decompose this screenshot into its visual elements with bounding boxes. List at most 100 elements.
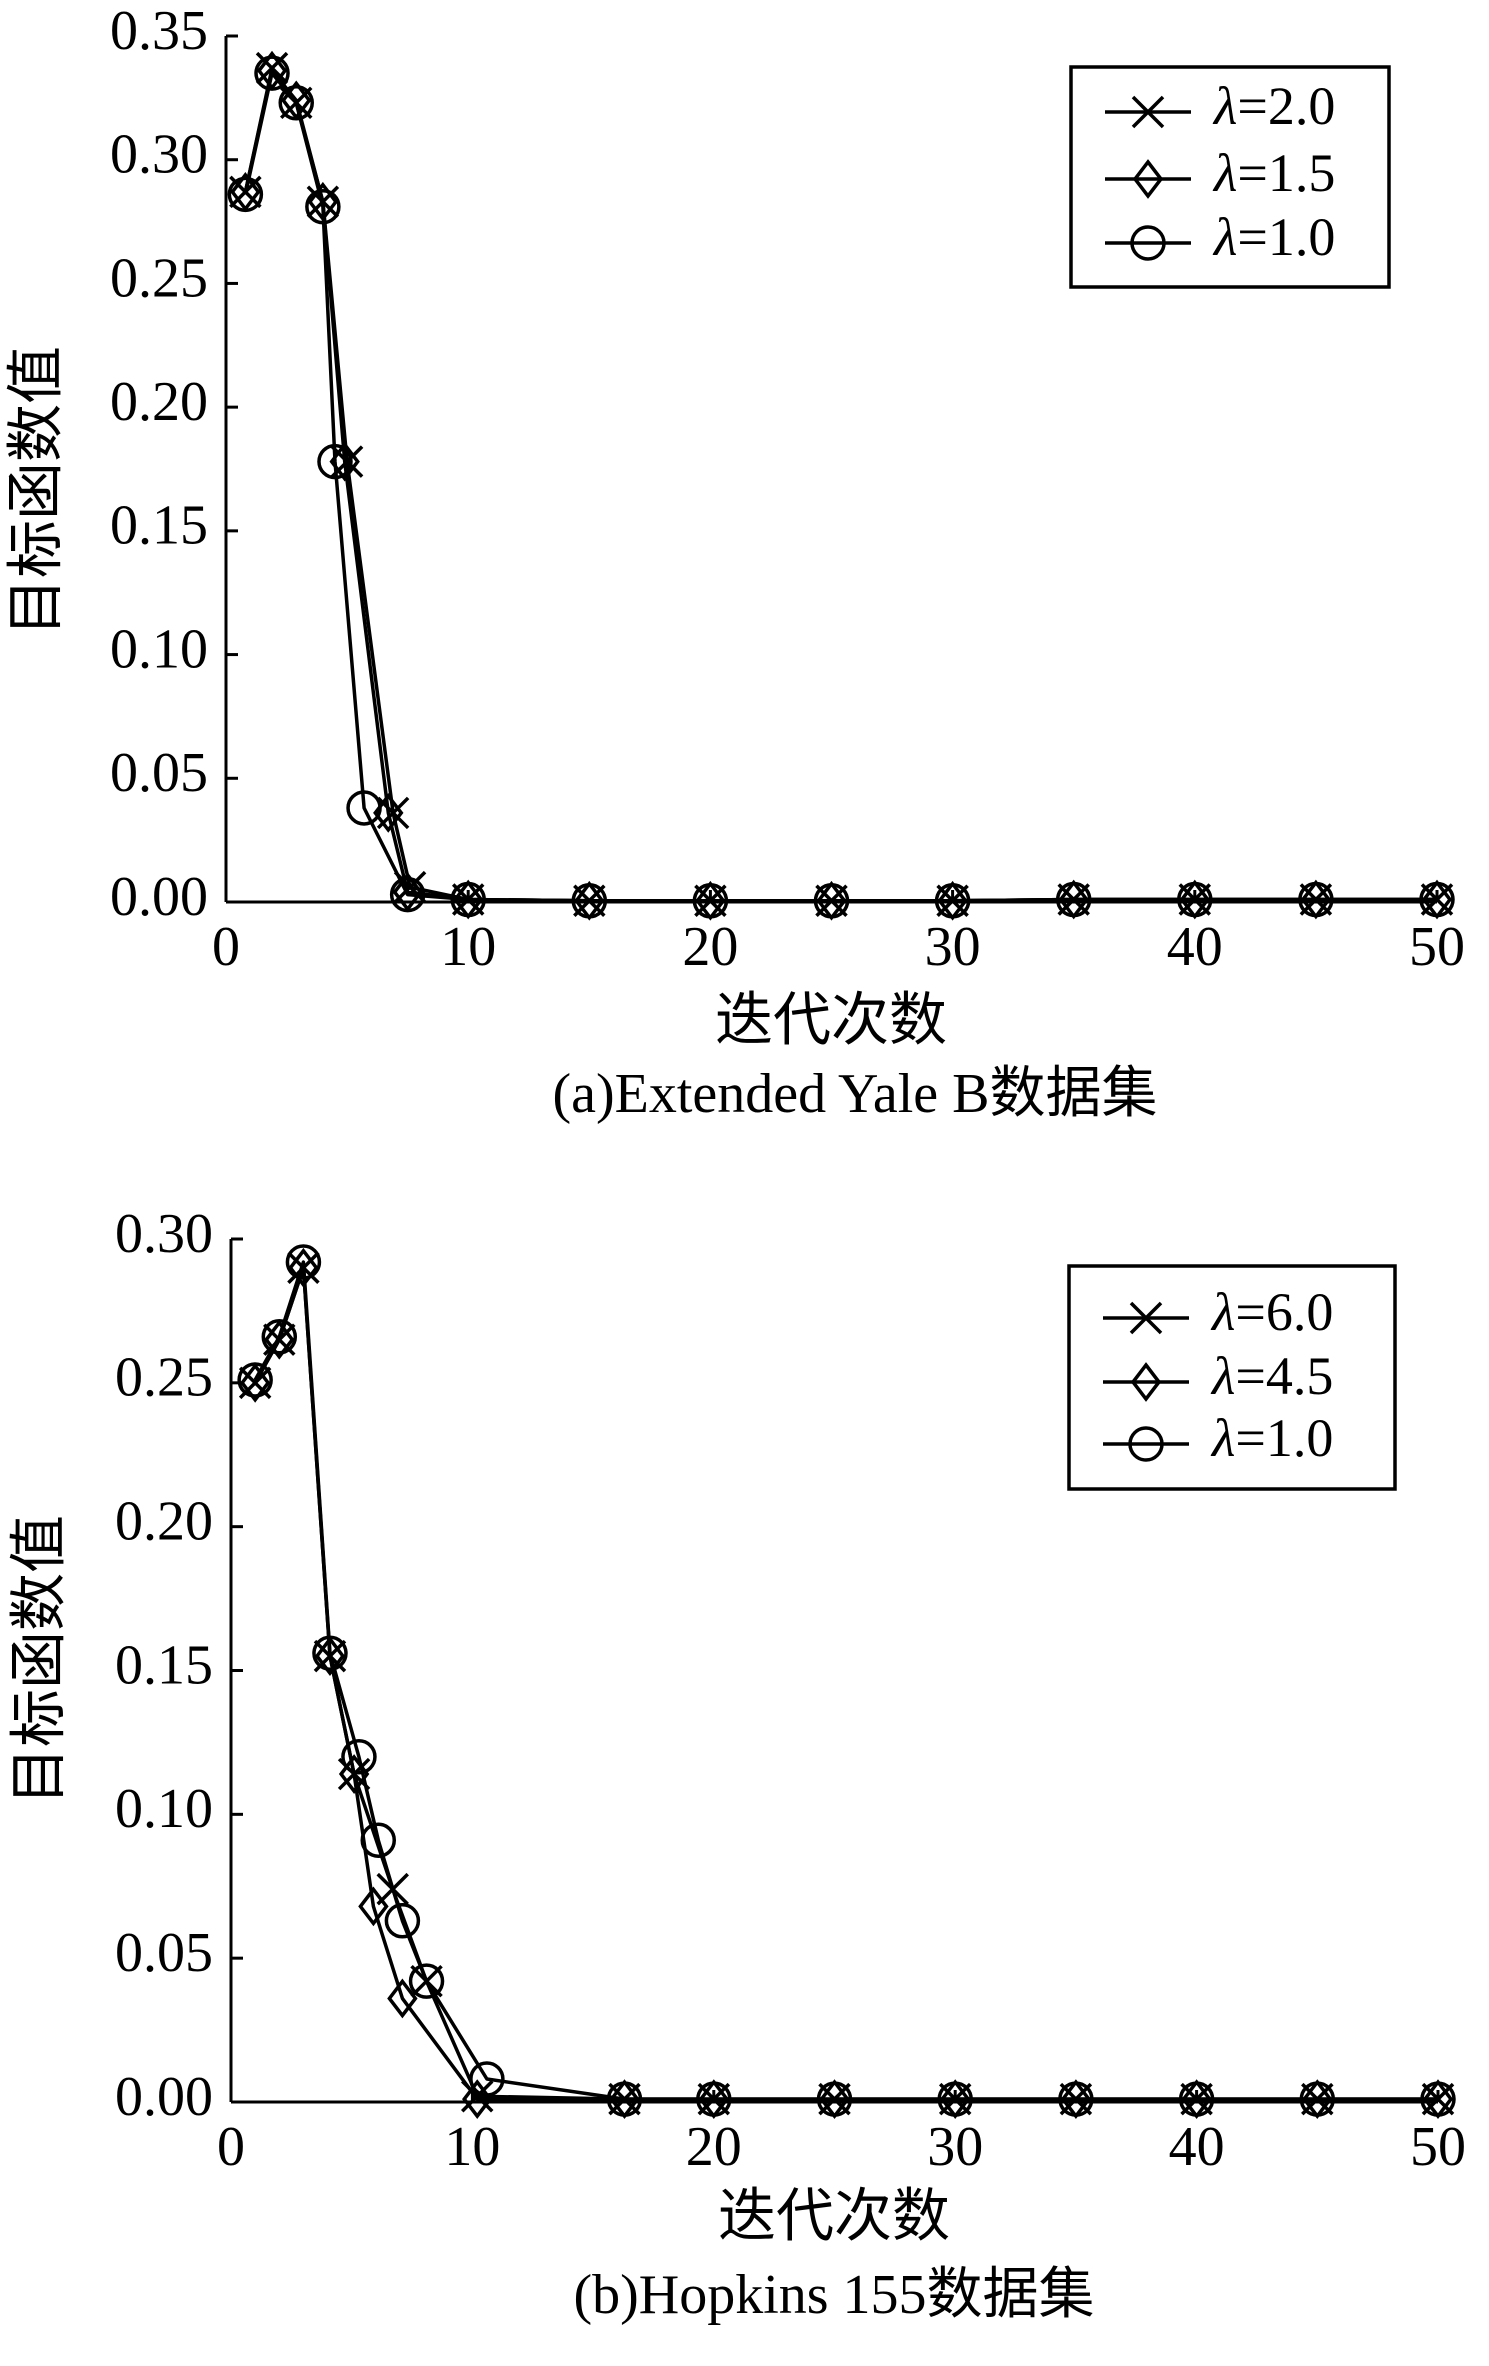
- data-point-circle-marker: [1419, 881, 1455, 918]
- y-tick-label: 0.10: [110, 618, 208, 680]
- legend-box: [1067, 1264, 1397, 1491]
- legend-item: λ=1.0: [1105, 207, 1335, 267]
- x-tick-label: 40: [1169, 2116, 1225, 2178]
- data-point-circle-marker: [571, 883, 608, 919]
- data-point-circle-marker: [937, 2081, 973, 2117]
- y-tick-label: 0.00: [110, 866, 208, 928]
- y-tick-label: 0.20: [115, 1491, 213, 1553]
- series-circle: [227, 55, 1455, 919]
- data-point-circle-marker: [341, 1739, 377, 1775]
- chart-hopkins-155: 目标函数值 迭代次数 (b)Hopkins 155数据集 0.00 0.05 0.1…: [6, 1203, 1466, 2326]
- x-axis-title: 迭代次数: [718, 2183, 950, 2248]
- data-point-circle-marker: [254, 55, 290, 91]
- x-tick-label: 10: [440, 916, 496, 978]
- y-tick-label: 0.10: [115, 1778, 213, 1840]
- x-tick-label: 30: [925, 916, 981, 978]
- legend-label: λ=2.0: [1212, 76, 1335, 136]
- chart-extended-yale-b: 目标函数值 迭代次数 (a)Extended Yale B数据集 0.00 0.0…: [3, 0, 1465, 1125]
- legend-diamond-marker: [1130, 1362, 1162, 1402]
- chart-caption: (b)Hopkins 155数据集: [573, 2264, 1094, 2326]
- legend-box: [1069, 65, 1391, 289]
- legend-label: λ=1.0: [1212, 207, 1335, 267]
- legend-item: λ=2.0: [1105, 76, 1335, 136]
- legend-item: λ=1.5: [1105, 143, 1335, 203]
- data-point-circle-marker: [384, 1903, 421, 1939]
- y-axis-title: 目标函数值: [6, 1515, 71, 1805]
- data-point-circle-marker: [408, 1963, 445, 1999]
- y-tick-label: 0.25: [115, 1347, 213, 1409]
- x-tick-label: 40: [1167, 916, 1223, 978]
- data-point-circle-marker: [305, 188, 341, 225]
- data-point-circle-marker: [1420, 2081, 1456, 2117]
- legend-x-marker: [1131, 95, 1165, 129]
- y-tick-label: 0.00: [115, 2066, 213, 2128]
- data-point-circle-marker: [261, 1319, 298, 1355]
- data-point-circle-marker: [816, 2081, 853, 2117]
- data-point-circle-marker: [285, 1244, 322, 1280]
- x-tick-label: 30: [927, 2116, 983, 2178]
- data-point-circle-marker: [1177, 881, 1213, 918]
- x-tick-label: 20: [682, 916, 738, 978]
- data-point-diamond-marker: [358, 1886, 389, 1927]
- y-tick-label: 0.15: [110, 495, 208, 557]
- y-tick-label: 0.05: [115, 1922, 213, 1984]
- legend-item: λ=4.5: [1103, 1346, 1333, 1406]
- legend: λ=2.0 λ=1.5λ=1.0: [1069, 65, 1391, 289]
- legend-x-marker-stroke: [1131, 95, 1165, 129]
- legend-item: λ=1.0: [1103, 1408, 1333, 1468]
- data-point-x-marker-stroke: [255, 51, 289, 85]
- data-point-diamond-marker: [387, 1978, 418, 2019]
- x-tick-label: 50: [1409, 916, 1465, 978]
- y-tick-label: 0.15: [115, 1634, 213, 1696]
- y-tick-label: 0.30: [110, 124, 208, 186]
- data-point-circle-marker: [692, 883, 729, 919]
- y-tick-label: 0.35: [110, 0, 208, 62]
- data-point-circle-marker: [1058, 2081, 1094, 2117]
- x-tick-label: 0: [212, 916, 240, 978]
- data-point-circle-marker: [934, 883, 971, 919]
- legend-x-marker-stroke: [1129, 1301, 1163, 1335]
- chart-caption: (a)Extended Yale B数据集: [552, 1063, 1157, 1125]
- legend-label: λ=4.5: [1210, 1346, 1333, 1406]
- data-point-circle-marker: [1055, 881, 1092, 918]
- legend-label: λ=6.0: [1210, 1282, 1333, 1342]
- x-tick-label: 50: [1410, 2116, 1466, 2178]
- series-circle: [237, 1244, 1456, 2117]
- legend: λ=6.0λ=4.5λ=1.0: [1067, 1264, 1397, 1491]
- data-point-circle-marker: [317, 443, 353, 480]
- data-point-diamond-marker: [239, 1362, 271, 1403]
- data-point-circle-marker: [346, 790, 382, 826]
- x-tick-label: 10: [444, 2116, 500, 2178]
- data-point-circle-marker: [389, 876, 426, 913]
- x-tick-label: 20: [686, 2116, 742, 2178]
- y-tick-label: 0.05: [110, 742, 208, 804]
- data-point-circle-marker: [450, 881, 486, 918]
- y-axis-title: 目标函数值: [3, 346, 68, 636]
- legend-item: λ=6.0: [1103, 1282, 1333, 1342]
- data-point-circle-marker: [360, 1822, 397, 1858]
- legend-diamond-marker: [1132, 159, 1164, 199]
- y-tick-label: 0.30: [115, 1203, 213, 1265]
- data-point-circle-marker: [1299, 2081, 1336, 2117]
- data-point-diamond-marker: [264, 1319, 295, 1360]
- data-point-circle-marker: [227, 176, 264, 213]
- legend-circle-marker: [1130, 225, 1166, 261]
- legend-circle-marker: [1128, 1426, 1164, 1462]
- legend-label: λ=1.0: [1210, 1408, 1333, 1468]
- x-axis-title: 迭代次数: [715, 987, 947, 1052]
- data-point-x-marker: [255, 51, 289, 85]
- data-point-circle-marker: [1178, 2081, 1215, 2117]
- y-tick-label: 0.25: [110, 247, 208, 309]
- data-point-circle-marker: [469, 2061, 505, 2097]
- data-point-circle-marker: [237, 1362, 273, 1398]
- data-point-circle-marker: [813, 883, 850, 919]
- data-point-circle-marker: [1298, 881, 1334, 918]
- legend-label: λ=1.5: [1212, 143, 1335, 203]
- data-point-circle-marker: [278, 85, 314, 121]
- data-point-diamond-marker: [314, 1636, 346, 1676]
- data-point-circle-marker: [606, 2081, 643, 2117]
- data-point-circle-marker: [312, 1635, 348, 1671]
- series-line: [243, 71, 1437, 903]
- y-tick-label: 0.20: [110, 371, 208, 433]
